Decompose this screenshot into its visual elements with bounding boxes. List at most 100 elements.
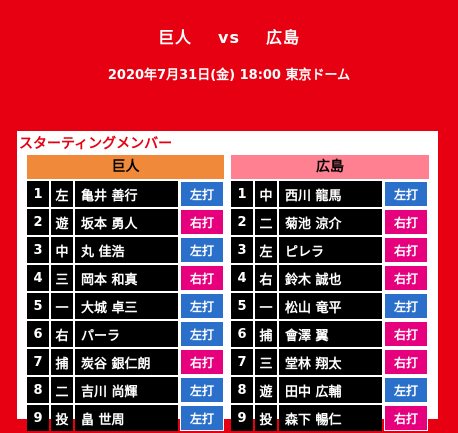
game-date-venue: 2020年7月31日(金) 18:00 東京ドーム [107,68,351,83]
batting-order: 9 [231,405,253,431]
position: 二 [51,377,73,403]
batting-order: 6 [27,321,49,347]
player-name: 吉川 尚輝 [75,377,178,403]
batting-side: 右打 [384,321,428,347]
batting-order: 3 [231,237,253,263]
position: 右 [51,321,73,347]
position: 左 [51,181,73,207]
player-name: 丸 佳浩 [75,237,178,263]
position: 中 [51,237,73,263]
batting-side: 左打 [384,181,428,207]
lineup-row: 3 左ピレラ 右打 [231,237,429,263]
batting-order: 8 [27,377,49,403]
home-team-name: 巨人 [158,28,193,47]
player-name: パーラ [75,321,178,347]
vs-label: vs [218,28,240,47]
position: 一 [51,293,73,319]
player-name: 亀井 善行 [75,181,178,207]
batting-order: 4 [231,265,253,291]
position: 三 [51,265,73,291]
position: 二 [255,209,277,235]
lineup-row: 7 三堂林 翔太 右打 [231,349,429,375]
player-name: 坂本 勇人 [75,209,178,235]
player-name: 堂林 翔太 [279,349,382,375]
batting-side: 左打 [180,405,224,431]
batting-order: 3 [27,237,49,263]
batting-side: 右打 [384,237,428,263]
lineup-row: 8 二吉川 尚輝 左打 [27,377,224,403]
batting-side: 右打 [384,349,428,375]
batting-side: 右打 [384,405,428,431]
lineup-row: 2 遊坂本 勇人 右打 [27,209,224,235]
position: 捕 [51,349,73,375]
player-name: 菊池 涼介 [279,209,382,235]
lineup-panel-title: スターティングメンバー [19,136,173,152]
left-lineup-list: 1 左亀井 善行 左打 2 遊坂本 勇人 右打 3 中丸 佳浩 左打 4 三岡本 和真 右打 5 一大城 … [27,181,224,433]
position: 遊 [255,377,277,403]
lineup-row: 1 左亀井 善行 左打 [27,181,224,207]
batting-order: 2 [27,209,49,235]
lineup-row: 9 投森下 暢仁 右打 [231,405,429,431]
lineup-row: 4 右鈴木 誠也 右打 [231,265,429,291]
position: 捕 [255,321,277,347]
batting-order: 7 [27,349,49,375]
batting-side: 左打 [180,293,224,319]
batting-side: 左打 [180,321,224,347]
player-name: 森下 暢仁 [279,405,382,431]
player-name: 畠 世周 [75,405,178,431]
batting-order: 5 [27,293,49,319]
position: 一 [255,293,277,319]
batting-order: 6 [231,321,253,347]
player-name: 田中 広輔 [279,377,382,403]
player-name: 炭谷 銀仁朗 [75,349,178,375]
lineup-row: 2 二菊池 涼介 右打 [231,209,429,235]
lineup-row: 4 三岡本 和真 右打 [27,265,224,291]
batting-side: 右打 [384,265,428,291]
batting-order: 4 [27,265,49,291]
lineup-row: 5 一大城 卓三 左打 [27,293,224,319]
batting-order: 1 [231,181,253,207]
batting-order: 7 [231,349,253,375]
player-name: ピレラ [279,237,382,263]
player-name: 大城 卓三 [75,293,178,319]
lineup-row: 5 一松山 竜平 左打 [231,293,429,319]
position: 三 [255,349,277,375]
batting-side: 右打 [180,265,224,291]
right-lineup-list: 1 中西川 龍馬 左打 2 二菊池 涼介 右打 3 左ピレラ 右打 4 右鈴木 誠也 右打 5 一松山 竜… [231,181,429,433]
batting-order: 2 [231,209,253,235]
lineup-row: 7 捕炭谷 銀仁朗 右打 [27,349,224,375]
batting-side: 右打 [180,209,224,235]
position: 右 [255,265,277,291]
lineup-row: 1 中西川 龍馬 左打 [231,181,429,207]
batting-side: 右打 [180,349,224,375]
position: 左 [255,237,277,263]
batting-order: 9 [27,405,49,431]
position: 遊 [51,209,73,235]
lineup-row: 6 捕會澤 翼右打 [231,321,429,347]
batting-order: 1 [27,181,49,207]
matchup-title: 巨人 vs 広島 [0,24,458,48]
away-team-name: 広島 [265,28,300,47]
batting-side: 左打 [384,293,428,319]
position: 投 [51,405,73,431]
player-name: 松山 竜平 [279,293,382,319]
batting-side: 左打 [180,377,224,403]
position: 中 [255,181,277,207]
batting-side: 左打 [180,181,224,207]
player-name: 會澤 翼 [279,321,382,347]
lineup-row: 8 遊田中 広輔 左打 [231,377,429,403]
batting-order: 8 [231,377,253,403]
player-name: 岡本 和真 [75,265,178,291]
batting-order: 5 [231,293,253,319]
batting-side: 左打 [384,377,428,403]
right-team-header: 広島 [231,155,429,179]
batting-side: 左打 [180,237,224,263]
batting-side: 右打 [384,209,428,235]
position: 投 [255,405,277,431]
lineup-row: 6 右パーラ 左打 [27,321,224,347]
player-name: 鈴木 誠也 [279,265,382,291]
player-name: 西川 龍馬 [279,181,382,207]
left-team-header: 巨人 [27,155,224,179]
